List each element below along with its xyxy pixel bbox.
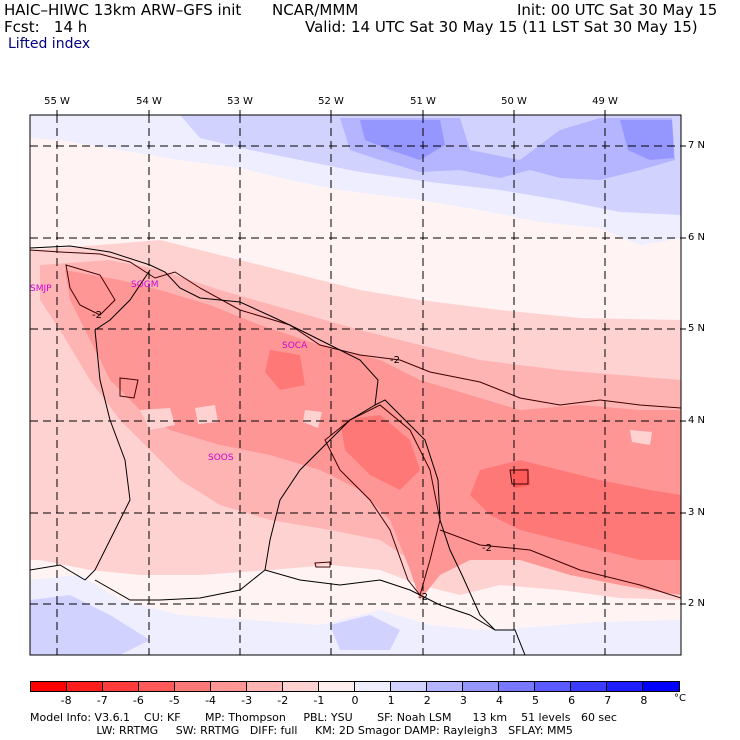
colorbar-cell bbox=[211, 682, 247, 691]
contour-minus2-d bbox=[439, 529, 681, 599]
valid-time: Valid: 14 UTC Sat 30 May 15 (11 LST Sat … bbox=[305, 18, 698, 36]
border-suriname-fguiana bbox=[94, 404, 376, 601]
colorbar-cell bbox=[67, 682, 103, 691]
colorbar-tick-label: -3 bbox=[241, 694, 253, 707]
stable-region-north-5 bbox=[620, 120, 674, 160]
colorbar-tick-label: 6 bbox=[568, 694, 576, 707]
lon-label: 51 W bbox=[410, 96, 436, 107]
colorbar-cell bbox=[607, 682, 643, 691]
colorbar-tick-label: -4 bbox=[205, 694, 217, 707]
colorbar-cell bbox=[391, 682, 427, 691]
coastline bbox=[30, 245, 526, 655]
frame-ticks bbox=[56, 110, 686, 605]
colorbar-tick-label: -5 bbox=[168, 694, 180, 707]
stable-region-south bbox=[30, 575, 681, 655]
colorbar-unit: °C bbox=[674, 693, 686, 704]
colorbar-tick-label: 5 bbox=[532, 694, 540, 707]
colorbar-cell bbox=[175, 682, 211, 691]
colorbar-cell bbox=[427, 682, 463, 691]
colorbar-tick-label: -7 bbox=[96, 694, 108, 707]
init-time: Init: 00 UTC Sat 30 May 15 bbox=[517, 1, 718, 19]
colorbar-cell bbox=[535, 682, 571, 691]
contour-minus2-e bbox=[119, 377, 139, 399]
lat-label: 6 N bbox=[688, 232, 706, 243]
colorbar-cell bbox=[499, 682, 535, 691]
pale-patch-3 bbox=[195, 405, 218, 424]
station-label: SMJP bbox=[30, 284, 52, 294]
contour-minus2-g bbox=[509, 469, 529, 485]
org-label: NCAR/MMM bbox=[272, 1, 359, 19]
map-fill bbox=[30, 115, 681, 655]
colorbar-cell bbox=[283, 682, 319, 691]
stable-region-south-3 bbox=[330, 615, 400, 650]
pale-patch-4 bbox=[303, 410, 322, 428]
pale-patch-2 bbox=[140, 408, 175, 430]
lat-label: 5 N bbox=[688, 323, 706, 334]
contour-label: -2 bbox=[390, 355, 400, 366]
pale-patch-1 bbox=[40, 375, 80, 410]
lon-label: 49 W bbox=[592, 96, 618, 107]
grid-lines bbox=[30, 115, 681, 655]
lat-label: 4 N bbox=[688, 415, 706, 426]
unstable-core-3 bbox=[265, 350, 305, 390]
colorbar-cell bbox=[571, 682, 607, 691]
lon-label: 50 W bbox=[501, 96, 527, 107]
border-guiana-brazil bbox=[264, 569, 496, 631]
lat-label: 7 N bbox=[688, 140, 706, 151]
pale-patch-5 bbox=[630, 430, 652, 445]
colorbar-cell bbox=[355, 682, 391, 691]
colorbar-tick-label: 3 bbox=[459, 694, 467, 707]
border-southwest bbox=[30, 564, 86, 581]
forecast-hour: Fcst: 14 h bbox=[4, 18, 88, 36]
colorbar-tick-label: 7 bbox=[604, 694, 612, 707]
colorbar-cell bbox=[247, 682, 283, 691]
colorbar-cell bbox=[643, 682, 679, 691]
model-title: HAIC–HIWC 13km ARW–GFS init bbox=[4, 1, 242, 19]
lat-label: 2 N bbox=[688, 598, 706, 609]
station-label: SOCA bbox=[282, 341, 308, 351]
contour-label: -2 bbox=[482, 543, 492, 554]
lon-label: 55 W bbox=[44, 96, 70, 107]
station-label: SOOS bbox=[208, 453, 234, 463]
colorbar-tick-label: 8 bbox=[640, 694, 648, 707]
contour-minus2 bbox=[30, 249, 681, 409]
colorbar-cell bbox=[319, 682, 355, 691]
unstable-core-4 bbox=[510, 468, 530, 488]
stable-region-south-2 bbox=[30, 595, 150, 655]
colorbar bbox=[30, 681, 680, 692]
lon-label: 54 W bbox=[136, 96, 162, 107]
field-name: Lifted index bbox=[8, 36, 91, 52]
model-info-line1: Model Info: V3.6.1 CU: KF MP: Thompson P… bbox=[30, 711, 617, 724]
colorbar-cell bbox=[103, 682, 139, 691]
model-info-line2: LW: RRTMG SW: RRTMG DIFF: full KM: 2D Sm… bbox=[30, 724, 573, 737]
colorbar-cell bbox=[139, 682, 175, 691]
colorbar-tick-label: -8 bbox=[60, 694, 72, 707]
lon-label: 52 W bbox=[318, 96, 344, 107]
pale-patch-6 bbox=[32, 430, 130, 560]
contour-minus2-f bbox=[314, 561, 331, 568]
contour-minus2-b bbox=[65, 264, 116, 316]
colorbar-tick-label: -2 bbox=[277, 694, 289, 707]
stable-region-north-4 bbox=[360, 120, 445, 160]
contour-label: -2 bbox=[418, 592, 428, 603]
colorbar-cell bbox=[463, 682, 499, 691]
contour-label: -2 bbox=[92, 310, 102, 321]
lat-label: 3 N bbox=[688, 507, 706, 518]
colorbar-tick-label: -6 bbox=[132, 694, 144, 707]
border-suriname-guyana bbox=[84, 269, 151, 581]
unstable-core-2 bbox=[340, 415, 420, 490]
colorbar-cell bbox=[31, 682, 67, 691]
station-label: SOGM bbox=[131, 280, 159, 290]
map-frame bbox=[29, 114, 682, 656]
colorbar-tick-label: 2 bbox=[423, 694, 431, 707]
colorbar-tick-label: 0 bbox=[351, 694, 359, 707]
colorbar-tick-label: 4 bbox=[495, 694, 503, 707]
colorbar-tick-label: -1 bbox=[313, 694, 325, 707]
lon-label: 53 W bbox=[227, 96, 253, 107]
colorbar-tick-label: 1 bbox=[387, 694, 395, 707]
